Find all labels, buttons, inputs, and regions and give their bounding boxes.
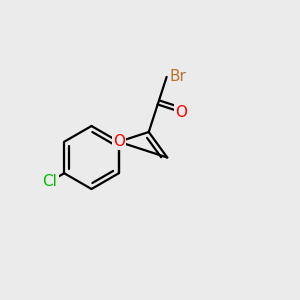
Text: O: O: [113, 134, 125, 149]
Text: Br: Br: [169, 69, 187, 84]
Text: Cl: Cl: [43, 173, 58, 188]
Text: O: O: [175, 105, 187, 120]
